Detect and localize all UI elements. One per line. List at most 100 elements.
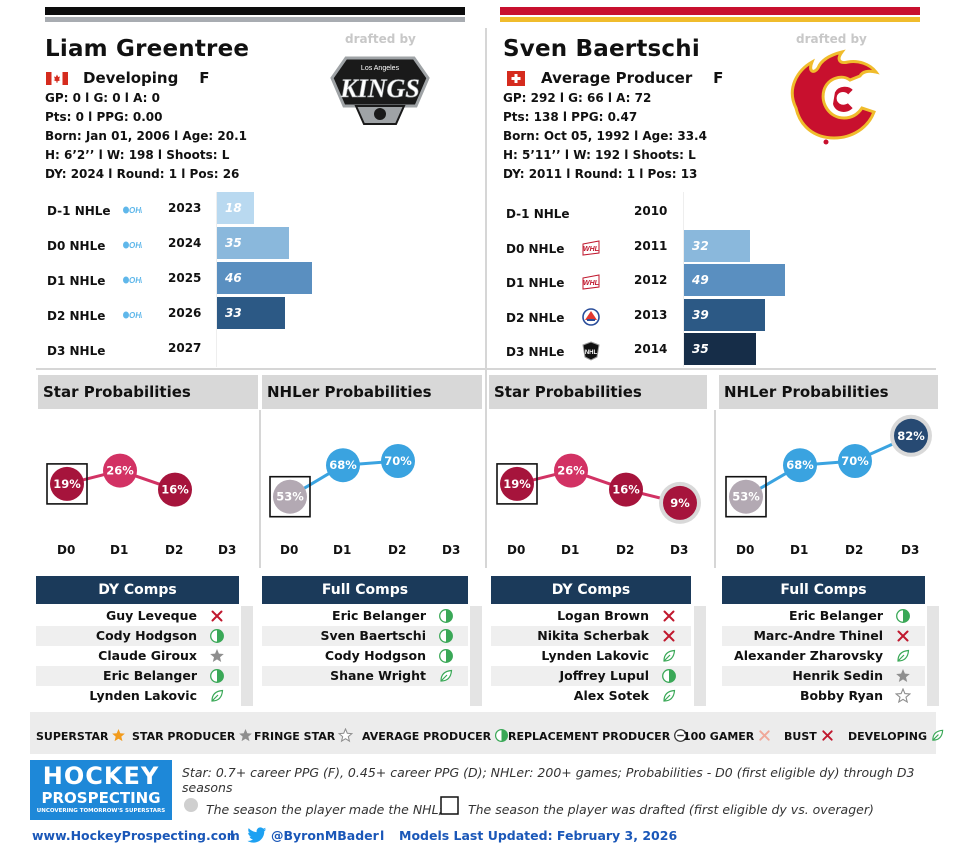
comp-row: Marc-Andre Thinel	[722, 626, 925, 646]
comp-player-name: Alexander Zharovsky	[734, 648, 883, 663]
comp-player-name: Joffrey Lupul	[559, 668, 649, 683]
probability-label: 53%	[732, 490, 760, 504]
probability-label: 26%	[557, 464, 585, 478]
canada-flag-icon	[46, 72, 68, 85]
ohl-logo: OHL	[123, 276, 142, 285]
svg-text:Los Angeles: Los Angeles	[361, 65, 400, 72]
player2-stat-line: Born: Oct 05, 1992 l Age: 33.4	[503, 129, 707, 143]
probability-label: 19%	[503, 477, 531, 491]
player1-stat-line: H: 6’2’’ l W: 198 l Shoots: L	[45, 148, 230, 162]
probability-label: 70%	[841, 454, 869, 468]
player2-name: Sven Baertschi	[503, 36, 700, 62]
player1-position: F	[199, 69, 210, 87]
nhle-row-label: D-1 NHLe	[506, 207, 570, 221]
site-link[interactable]: www.HockeyProspecting.com	[32, 828, 240, 843]
nhle-row-year: 2010	[634, 204, 668, 218]
comp-row: Alexander Zharovsky	[722, 646, 925, 666]
developing-icon	[663, 649, 676, 662]
player1-stat-line: Born: Jan 01, 2006 l Age: 20.1	[45, 129, 248, 143]
drafted-season-marker-icon	[440, 796, 459, 815]
x-tick-label: D0	[280, 543, 299, 557]
nhle-bar: 32	[684, 230, 751, 262]
comps-scrollbar[interactable]	[470, 606, 482, 706]
comp-row: Guy Leveque	[36, 606, 239, 626]
comps-scrollbar[interactable]	[694, 606, 706, 706]
brand-line2: PROSPECTING	[41, 789, 161, 807]
nhle-bar: 49	[684, 264, 786, 296]
center-divider	[485, 28, 487, 568]
comp-row: Eric Belanger	[722, 606, 925, 626]
nhle-bar: 39	[684, 299, 765, 331]
probability-point	[273, 479, 307, 514]
comp-row: Lynden Lakovic	[36, 686, 239, 706]
ohl-logo: OHL	[123, 206, 142, 215]
legend-label: SUPERSTAR	[36, 730, 109, 743]
star-producer-icon	[210, 649, 224, 662]
player1-color-bar	[45, 7, 465, 15]
developing-icon	[211, 689, 224, 702]
superstar-icon	[112, 728, 126, 742]
draft-season-box	[496, 463, 538, 505]
average-producer-icon	[439, 609, 453, 623]
comps-header: DY Comps	[36, 576, 239, 604]
comp-row: Claude Giroux	[36, 646, 239, 666]
comp-row: Joffrey Lupul	[491, 666, 691, 686]
x-tick-label: D1	[561, 543, 580, 557]
ahl-logo	[582, 308, 600, 326]
comp-player-name: Marc-Andre Thinel	[753, 628, 883, 643]
legend-label: AVERAGE PRODUCER	[362, 730, 492, 743]
nhle-bar: 18	[217, 192, 255, 224]
probability-label: 16%	[612, 483, 640, 497]
comp-player-name: Bobby Ryan	[799, 688, 883, 703]
comp-player-name: Alex Sotek	[573, 688, 649, 703]
hockey-prospecting-logo: HOCKEY PROSPECTING UNCOVERING TOMORROW'S…	[30, 760, 172, 820]
nhle-row-label: D1 NHLe	[506, 276, 565, 290]
nhle-row-year: 2012	[634, 273, 668, 287]
x-tick-label: D3	[442, 543, 461, 557]
x-tick-label: D3	[901, 543, 920, 557]
player1-stat-line: Pts: 0 l PPG: 0.00	[45, 110, 163, 124]
nhle-row-year: 2025	[168, 271, 202, 285]
player2-stat-line: DY: 2011 l Round: 1 l Pos: 13	[503, 167, 698, 181]
nhle-bar: 33	[217, 297, 286, 329]
player2-stat-line: GP: 292 l G: 66 l A: 72	[503, 91, 652, 105]
p1-nhler-panel-title: NHLer Probabilities	[262, 375, 482, 409]
svg-text:WHL: WHL	[583, 246, 599, 253]
brand-tagline: UNCOVERING TOMORROW'S SUPERSTARS	[36, 808, 166, 814]
comps-scrollbar[interactable]	[927, 606, 939, 706]
x-tick-label: D1	[110, 543, 129, 557]
svg-text:KINGS: KINGS	[339, 74, 419, 103]
x-tick-label: D2	[165, 543, 184, 557]
comp-player-name: Guy Leveque	[105, 608, 197, 623]
nhle-bar: 35	[684, 333, 757, 365]
legend-label: DEVELOPING	[848, 730, 928, 743]
svg-text:OHL: OHL	[129, 241, 142, 250]
nhle-bar: 46	[217, 262, 313, 294]
nhle-row-label: D-1 NHLe	[47, 204, 111, 218]
legend-label: 100 GAMER	[683, 730, 755, 743]
bust-icon	[822, 730, 833, 741]
player2-stats: GP: 292 l G: 66 l A: 72 Pts: 138 l PPG: …	[503, 89, 707, 184]
comps-scrollbar[interactable]	[241, 606, 253, 706]
comps-header: DY Comps	[491, 576, 691, 604]
twitter-icon	[247, 827, 267, 843]
legend-nhl-season: The season the player made the NHL;	[206, 802, 443, 817]
average-producer-icon	[495, 728, 509, 743]
comp-row: Logan Brown	[491, 606, 691, 626]
nhle-row-year: 2013	[634, 308, 668, 322]
probability-point	[158, 472, 192, 507]
player2-stat-line: H: 5’11’’ l W: 192 l Shoots: L	[503, 148, 696, 162]
x-tick-label: D3	[670, 543, 689, 557]
probability-charts: 19% 26% 16% 53% 68% 70% 19% 26% 16% 9% 53% 68% 70% 82…	[46, 414, 932, 524]
comp-player-name: Nikita Scherbak	[537, 628, 649, 643]
x-tick-label: D2	[616, 543, 635, 557]
nhle-row-label: D1 NHLe	[47, 274, 106, 288]
comp-player-name: Cody Hodgson	[95, 628, 197, 643]
twitter-handle[interactable]: @ByronMBader	[271, 828, 379, 843]
bust-icon	[897, 630, 909, 642]
comp-player-name: Eric Belanger	[332, 608, 426, 623]
legend-item: FRINGE STAR	[254, 727, 354, 743]
top-section-divider	[36, 368, 936, 370]
player2-status: Average Producer F	[541, 69, 723, 87]
nhle-row-label: D3 NHLe	[506, 345, 565, 359]
